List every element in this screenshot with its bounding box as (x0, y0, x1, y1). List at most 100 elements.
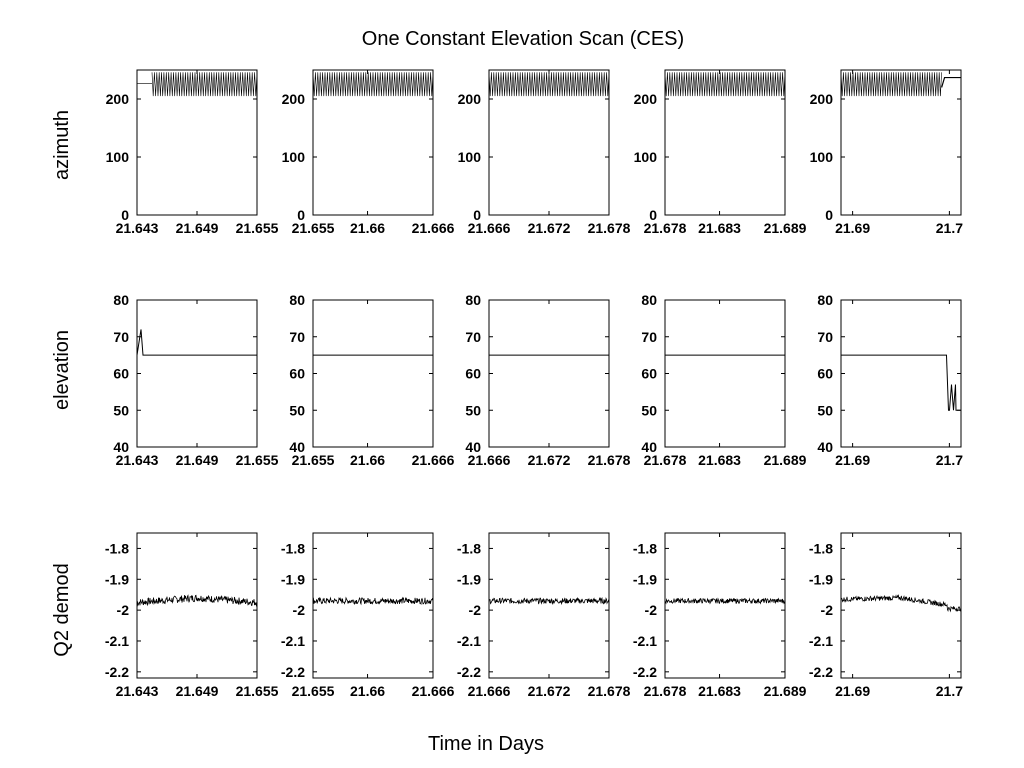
x-tick-label: 21.666 (412, 683, 455, 699)
y-tick-label: 80 (641, 292, 657, 308)
panel-q2-1: -2.2 -2.1 -2 -1.9 -1.8 21.643 21.649 21.655 (105, 532, 279, 699)
y-tick-label: -2.1 (809, 633, 833, 649)
y-tick-label: 70 (465, 329, 481, 345)
panel-elevation-4: 40 50 60 70 80 21.678 21.683 21.689 (641, 292, 806, 468)
y-tick-label: 80 (465, 292, 481, 308)
azimuth-series-1 (137, 72, 258, 97)
panel-azimuth-5: 0 100 200 21.69 21.7 (810, 69, 963, 236)
x-tick-label: 21.666 (412, 220, 455, 236)
x-tick-label: 21.683 (698, 452, 741, 468)
x-tick-label: 21.66 (350, 683, 385, 699)
x-tick-label: 21.7 (936, 220, 963, 236)
panel-q2-4: -2.2 -2.1 -2 -1.9 -1.8 21.678 21.683 21.689 (633, 532, 807, 699)
x-tick-label: 21.655 (236, 220, 279, 236)
x-tick-label: 21.689 (764, 683, 807, 699)
x-tick-label: 21.678 (644, 683, 687, 699)
x-tick-label: 21.683 (698, 220, 741, 236)
y-tick-label: 100 (106, 149, 130, 165)
y-tick-label: -1.8 (809, 540, 833, 556)
x-tick-label: 21.683 (698, 683, 741, 699)
x-tick-label: 21.689 (764, 452, 807, 468)
panel-azimuth-3: 0 100 200 21.666 21.672 21.678 (458, 69, 631, 236)
panel-frame (136, 532, 258, 679)
panel-frame (488, 299, 610, 448)
x-tick-label: 21.649 (176, 683, 219, 699)
y-tick-label: 200 (634, 91, 658, 107)
x-tick-label: 21.666 (468, 452, 511, 468)
y-tick-label: 80 (289, 292, 305, 308)
panel-frame (136, 299, 258, 448)
x-tick-label: 21.689 (764, 220, 807, 236)
panel-frame (312, 299, 434, 448)
y-tick-label: -1.9 (105, 571, 129, 587)
x-tick-label: 21.649 (176, 220, 219, 236)
panel-frame (664, 532, 786, 679)
y-tick-label: -2.2 (809, 664, 833, 680)
x-tick-label: 21.672 (528, 220, 571, 236)
y-tick-label: -1.8 (633, 540, 657, 556)
panel-elevation-5: 40 50 60 70 80 21.69 21.7 (817, 292, 963, 468)
y-tick-label: 60 (641, 366, 657, 382)
azimuth-series-2 (312, 72, 434, 97)
y-tick-label: 40 (465, 439, 481, 455)
x-tick-label: 21.69 (835, 683, 870, 699)
azimuth-series-3 (488, 72, 610, 97)
y-tick-label: -1.9 (809, 571, 833, 587)
y-tick-label: 60 (289, 366, 305, 382)
azimuth-series-5 (840, 72, 942, 97)
chart-title: One Constant Elevation Scan (CES) (362, 28, 684, 50)
panel-frame (488, 532, 610, 679)
y-tick-label: 50 (465, 402, 481, 418)
azimuth-series-4 (664, 72, 786, 97)
y-tick-label: 70 (289, 329, 305, 345)
y-tick-label: -1.8 (105, 540, 129, 556)
y-tick-label: 50 (113, 402, 129, 418)
y-tick-label: 0 (649, 207, 657, 223)
y-tick-label: -2 (117, 602, 130, 618)
azimuth-end-segment (941, 76, 961, 88)
x-tick-label: 21.69 (835, 452, 870, 468)
x-tick-label: 21.655 (236, 683, 279, 699)
y-tick-label: 40 (113, 439, 129, 455)
y-tick-label: 0 (473, 207, 481, 223)
y-tick-label: 200 (106, 91, 130, 107)
y-tick-label: -2 (293, 602, 306, 618)
y-tick-label: 40 (289, 439, 305, 455)
x-tick-label: 21.643 (116, 452, 159, 468)
panel-frame (664, 69, 786, 216)
panel-q2-2: -2.2 -2.1 -2 -1.9 -1.8 21.655 21.66 21.666 (281, 532, 455, 699)
y-tick-label: -1.9 (457, 571, 481, 587)
elevation-series-1 (136, 329, 257, 356)
y-tick-label: 80 (817, 292, 833, 308)
y-tick-label: 50 (817, 402, 833, 418)
elevation-series-5 (841, 354, 961, 411)
x-tick-label: 21.678 (588, 220, 631, 236)
y-tick-label: -1.8 (457, 540, 481, 556)
x-tick-label: 21.678 (644, 220, 687, 236)
x-tick-label: 21.655 (292, 220, 335, 236)
y-tick-label: 200 (282, 91, 306, 107)
y-tick-label: 0 (297, 207, 305, 223)
y-tick-label: -2 (821, 602, 834, 618)
y-tick-label: -2.1 (281, 633, 305, 649)
x-tick-label: 21.66 (350, 452, 385, 468)
y-tick-label: -2.2 (281, 664, 305, 680)
panel-azimuth-1: 0 100 200 21.643 21.649 21.655 (106, 69, 279, 236)
x-tick-label: 21.655 (292, 683, 335, 699)
panel-elevation-3: 40 50 60 70 80 21.666 21.672 21.678 (465, 292, 630, 468)
y-tick-label: 40 (817, 439, 833, 455)
x-tick-label: 21.666 (468, 683, 511, 699)
y-tick-label: 70 (641, 329, 657, 345)
y-tick-label: 60 (817, 366, 833, 382)
y-tick-label: 40 (641, 439, 657, 455)
x-tick-label: 21.666 (412, 452, 455, 468)
y-tick-label: -2.1 (633, 633, 657, 649)
y-tick-label: 200 (458, 91, 482, 107)
panel-elevation-2: 40 50 60 70 80 21.655 21.66 21.666 (289, 292, 454, 468)
y-tick-label: -2.1 (105, 633, 129, 649)
y-label-azimuth: azimuth (51, 110, 73, 180)
y-tick-label: -2.2 (457, 664, 481, 680)
y-tick-label: -1.9 (281, 571, 305, 587)
panel-frame (312, 69, 434, 216)
